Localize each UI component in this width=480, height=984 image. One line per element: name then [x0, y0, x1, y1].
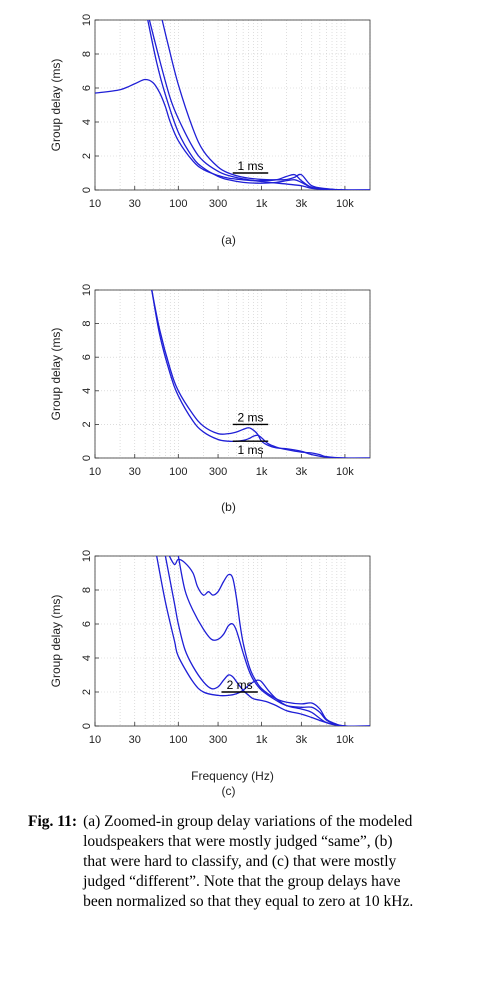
- chart-1-ytick-label: 8: [81, 51, 93, 57]
- chart-2-ytick-label: 10: [81, 284, 93, 296]
- chart-3-xtick-label: 100: [169, 734, 187, 746]
- chart-3-ylabel: Group delay (ms): [49, 595, 63, 688]
- chart-3-ytick-label: 4: [81, 655, 93, 661]
- chart-1-xtick-label: 10: [89, 198, 101, 210]
- chart-1-xtick-label: 1k: [256, 198, 268, 210]
- chart-1-ytick-label: 2: [81, 153, 93, 159]
- chart-3-ytick-label: 8: [81, 587, 93, 593]
- chart-1-plot-frame: [94, 19, 371, 191]
- chart-2-series-2-line: [151, 290, 370, 458]
- chart-2-ytick-label: 8: [81, 321, 93, 327]
- chart-3-xtick-label: 30: [129, 734, 141, 746]
- chart-2-ytick-label: 0: [81, 455, 93, 461]
- chart-3-series-3-line: [164, 556, 370, 726]
- caption-fig-label: Fig. 11:: [28, 813, 78, 830]
- chart-3-ytick-label: 0: [81, 723, 93, 729]
- chart-1-ytick-label: 10: [81, 14, 93, 26]
- chart-2-xtick-label: 1k: [256, 466, 268, 478]
- chart-3-panel-label: (c): [222, 784, 236, 798]
- chart-a: 0 2 4 6 8 10 10 30 100 300 1k 3k 10k Group delay (ms)…: [49, 14, 371, 247]
- chart-c: 0 2 4 6 8 10 10 30 100 300 1k 3k 10k Group delay (ms)…: [49, 550, 371, 798]
- chart-3-series-4-line: [156, 556, 370, 726]
- chart-1-ytick-label: 0: [81, 187, 93, 193]
- chart-1-series-1-line: [95, 78, 370, 190]
- chart-1-panel-label: (a): [221, 233, 236, 247]
- chart-2-xtick-label: 10: [89, 466, 101, 478]
- chart-2-ytick-label: 4: [81, 388, 93, 394]
- chart-1-ylabel: Group delay (ms): [49, 59, 63, 152]
- chart-2-xtick-label: 30: [129, 466, 141, 478]
- chart-3-xtick-label: 10k: [336, 734, 354, 746]
- chart-3-plot-frame: [94, 555, 371, 727]
- chart-1-xtick-label: 10k: [336, 198, 354, 210]
- chart-3-ytick-label: 6: [81, 621, 93, 627]
- chart-1-series-4-line: [161, 20, 370, 190]
- chart-1-annotation-label-1: 1 ms: [237, 159, 263, 173]
- chart-3-xtick-label: 300: [209, 734, 227, 746]
- chart-1-series-2-line: [147, 20, 370, 190]
- chart-2-panel-label: (b): [221, 500, 236, 514]
- chart-2-ylabel: Group delay (ms): [49, 328, 63, 421]
- chart-1-xtick-label: 300: [209, 198, 227, 210]
- chart-1-xtick-label: 100: [169, 198, 187, 210]
- chart-1-xtick-label: 3k: [296, 198, 308, 210]
- chart-3-series-2-line: [177, 556, 370, 726]
- chart-2-annotation-label-2: 1 ms: [237, 443, 263, 457]
- chart-3-series-1-line: [168, 556, 370, 726]
- chart-b: 0 2 4 6 8 10 10 30 100 300 1k 3k 10k Group delay (ms)…: [49, 284, 371, 514]
- chart-2-xtick-label: 3k: [296, 466, 308, 478]
- chart-2-annotation-label-1: 2 ms: [237, 410, 263, 424]
- chart-1-ytick-label: 6: [81, 85, 93, 91]
- chart-2-xtick-label: 10k: [336, 466, 354, 478]
- chart-1-xtick-label: 30: [129, 198, 141, 210]
- chart-2-ytick-label: 6: [81, 354, 93, 360]
- chart-3-xtick-label: 1k: [256, 734, 268, 746]
- chart-3-ytick-label: 2: [81, 689, 93, 695]
- chart-1-series-3-line: [148, 20, 370, 190]
- chart-1-ytick-label: 4: [81, 119, 93, 125]
- chart-3-xtick-label: 3k: [296, 734, 308, 746]
- chart-3-annotation-label-1: 2 ms: [227, 678, 253, 692]
- chart-2-plot-frame: [94, 289, 371, 459]
- caption-text: (a) Zoomed-in group delay variations of …: [83, 813, 414, 910]
- chart-2-ytick-label: 2: [81, 421, 93, 427]
- figure-caption: Fig. 11: (a) Zoomed-in group delay varia…: [28, 812, 418, 912]
- chart-3-ytick-label: 10: [81, 550, 93, 562]
- chart-2-xtick-label: 300: [209, 466, 227, 478]
- chart-2-series-1-line: [151, 290, 370, 458]
- chart-3-xlabel: Frequency (Hz): [191, 769, 274, 783]
- chart-2-xtick-label: 100: [169, 466, 187, 478]
- chart-3-xtick-label: 10: [89, 734, 101, 746]
